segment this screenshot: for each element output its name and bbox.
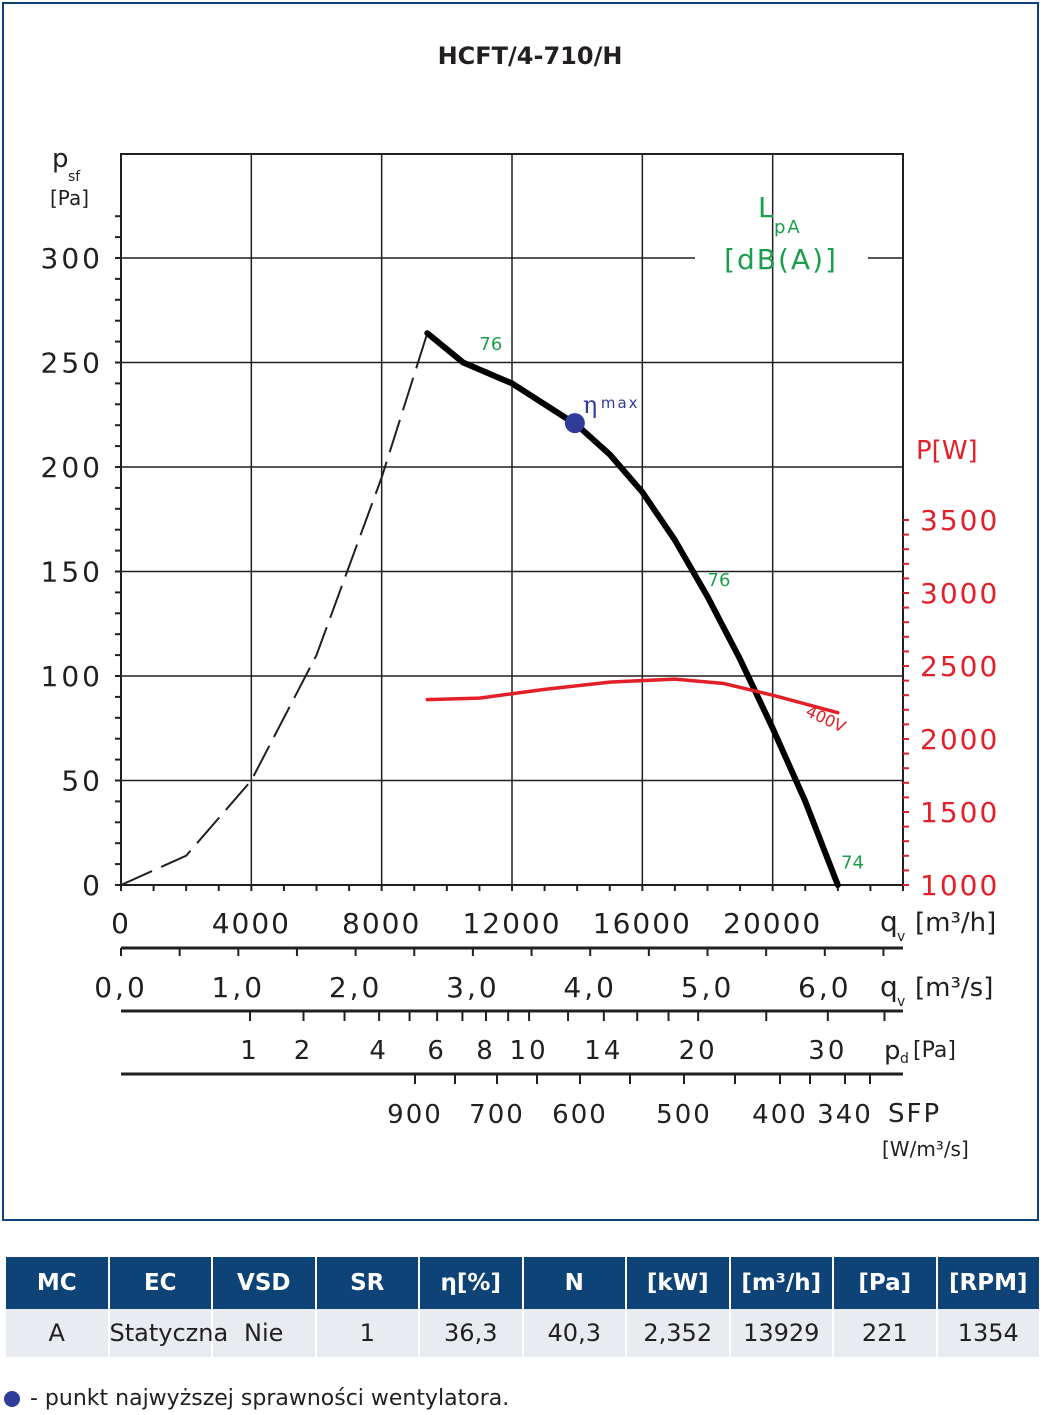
power-tick-label: 1500 [920, 796, 999, 829]
x-tick-label: 4000 [212, 907, 291, 940]
y-tick-label: 200 [41, 451, 103, 484]
table-row: A Statyczna Nie 1 36,3 40,3 2,352 13929 … [4, 1309, 1041, 1357]
sound-level-label: 74 [841, 852, 864, 873]
x-tick-label: 0 [111, 907, 131, 940]
cell-eta: 36,3 [418, 1309, 524, 1357]
pd-tick-label: 14 [584, 1036, 623, 1066]
footnote-text: - punkt najwyższej sprawności wentylator… [30, 1386, 510, 1411]
legend-footnote: - punkt najwyższej sprawności wentylator… [4, 1386, 509, 1411]
col-n: N [521, 1257, 627, 1309]
cell-pa: 221 [832, 1309, 938, 1357]
x-axis-label-sub: v [897, 929, 905, 945]
power-curve-400v [425, 677, 840, 715]
qv-m3s-unit: [m³/s] [915, 973, 993, 1003]
pd-unit: [Pa] [913, 1038, 956, 1063]
x-tick-label: 12000 [462, 907, 561, 940]
qv-m3s-tick-label: 3,0 [446, 971, 500, 1004]
x-tick-label: 20000 [723, 907, 822, 940]
pd-tick-label: 30 [808, 1036, 847, 1066]
power-tick-label: 2500 [920, 650, 999, 683]
cell-rpm: 1354 [935, 1309, 1041, 1357]
pd-tick-label: 10 [510, 1036, 549, 1066]
chart-title: HCFT/4-710/H [438, 42, 623, 70]
qv-m3s-tick-label: 0,0 [94, 971, 148, 1004]
cell-vsd: Nie [211, 1309, 317, 1357]
sfp-label: SFP [888, 1099, 941, 1129]
system-curve-dashed [120, 332, 429, 886]
pd-tick-label: 6 [427, 1036, 447, 1066]
qv-m3s-tick-label: 1,0 [212, 971, 266, 1004]
cell-kw: 2,352 [625, 1309, 731, 1357]
y-axis-label-sub: sf [68, 169, 81, 185]
pressure-curve [424, 330, 841, 888]
lpa-unit: [dB(A)] [724, 243, 838, 276]
sfp-tick-label: 500 [656, 1100, 712, 1130]
y-tick-label: 150 [41, 556, 103, 589]
eta-max-legend-icon [4, 1390, 20, 1407]
cell-sr: 1 [314, 1309, 420, 1357]
qv-m3s-tick-label: 2,0 [329, 971, 383, 1004]
cell-n: 40,3 [521, 1309, 627, 1357]
y-axis-label: p [52, 144, 69, 174]
power-tick-label: 2000 [920, 723, 999, 756]
y-tick-label: 100 [41, 660, 103, 693]
power-curve-label: 400V [803, 702, 849, 737]
qv-m3s-tick-label: 5,0 [681, 971, 735, 1004]
pd-tick-label: 8 [476, 1036, 496, 1066]
qv-m3s-label: q [880, 970, 898, 1003]
col-eta: η[%] [418, 1257, 524, 1309]
eta-max-label: η [583, 391, 597, 419]
qv-m3s-tick-label: 6,0 [798, 971, 852, 1004]
y-tick-label: 0 [82, 869, 103, 902]
sfp-tick-label: 340 [817, 1100, 873, 1130]
pd-tick-label: 20 [679, 1036, 718, 1066]
y-tick-label: 300 [41, 242, 103, 275]
sfp-tick-label: 900 [387, 1100, 443, 1130]
lpa-label: L [758, 191, 774, 224]
x-tick-label: 16000 [593, 907, 692, 940]
power-tick-label: 3500 [920, 504, 999, 537]
col-ec: EC [107, 1257, 213, 1309]
col-pa: [Pa] [832, 1257, 938, 1309]
spec-table-header-row: MC EC VSD SR η[%] N [kW] [m³/h] [Pa] [RP… [4, 1257, 1041, 1309]
col-mc: MC [4, 1257, 110, 1309]
x-axis-label: q [880, 905, 898, 938]
eta-max-point [564, 413, 585, 434]
x-tick-label: 8000 [342, 907, 421, 940]
cell-mc: A [4, 1309, 110, 1357]
pd-tick-label: 1 [240, 1036, 260, 1066]
qv-m3s-tick-label: 4,0 [563, 971, 617, 1004]
pd-label: p [884, 1036, 901, 1066]
sound-level-label: 76 [708, 570, 731, 591]
pd-tick-label: 2 [294, 1036, 314, 1066]
power-tick-label: 1000 [920, 869, 999, 902]
sfp-tick-label: 600 [552, 1100, 608, 1130]
cell-m3h: 13929 [728, 1309, 834, 1357]
x-axis-unit: [m³/h] [915, 908, 996, 938]
col-kw: [kW] [625, 1257, 731, 1309]
pd-tick-label: 4 [369, 1036, 389, 1066]
y-tick-label: 250 [41, 347, 103, 380]
sfp-tick-label: 700 [469, 1100, 525, 1130]
lpa-label-sub: pA [774, 217, 802, 238]
col-sr: SR [314, 1257, 420, 1309]
power-tick-label: 3000 [920, 577, 999, 610]
col-m3h: [m³/h] [728, 1257, 834, 1309]
pd-label-sub: d [900, 1051, 909, 1067]
eta-max-label-sub: max [601, 394, 640, 412]
sfp-unit: [W/m³/s] [882, 1137, 969, 1161]
cell-ec: Statyczna [107, 1309, 228, 1357]
qv-m3s-label-sub: v [897, 994, 905, 1010]
chart-frame [2, 2, 1039, 1221]
y-tick-label: 50 [61, 765, 103, 798]
power-axis-label: P[W] [916, 436, 978, 466]
sfp-tick-label: 400 [752, 1100, 808, 1130]
spec-table: MC EC VSD SR η[%] N [kW] [m³/h] [Pa] [RP… [4, 1257, 1041, 1357]
sound-level-label: 76 [479, 334, 502, 355]
y-axis-unit: [Pa] [50, 186, 89, 210]
col-rpm: [RPM] [935, 1257, 1041, 1309]
col-vsd: VSD [211, 1257, 317, 1309]
